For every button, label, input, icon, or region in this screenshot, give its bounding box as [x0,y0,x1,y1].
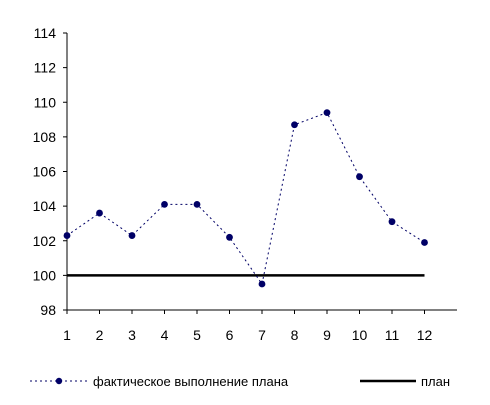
data-point-fact [291,121,298,129]
legend-marker-fact [55,377,63,385]
data-point-fact [96,209,103,217]
legend: фактическое выполнение плана план [30,374,450,389]
data-point-fact [421,239,428,246]
data-point-fact [388,218,396,226]
data-point-fact [226,233,233,241]
x-tick-label: 8 [291,327,299,343]
legend-label-plan: план [421,374,450,389]
y-tick-label: 106 [33,164,57,180]
x-tick-label: 4 [161,327,169,343]
legend-label-fact: фактическое выполнение плана [93,374,289,389]
x-tick-label: 11 [385,327,400,343]
y-tick-label: 114 [34,25,57,41]
x-axis-ticks: 1 2 3 4 5 6 7 8 9 10 11 12 [63,310,432,343]
x-tick-label: 1 [63,327,71,343]
series-line-fact [66,112,425,286]
x-tick-label: 12 [417,327,433,343]
data-point-fact [258,280,266,288]
x-tick-label: 3 [128,327,136,343]
data-point-fact [356,173,363,181]
x-tick-label: 7 [258,327,266,343]
data-point-fact [323,109,331,117]
x-tick-label: 9 [323,327,331,343]
y-tick-label: 98 [40,302,56,318]
data-point-fact [161,200,168,208]
data-point-fact [128,232,136,239]
x-tick-label: 2 [96,327,104,343]
y-tick-label: 112 [34,60,57,76]
y-tick-label: 100 [33,267,57,283]
x-tick-label: 5 [193,327,201,343]
y-tick-label: 102 [33,233,57,249]
series-layer [63,109,428,288]
data-point-fact [193,200,201,208]
y-tick-label: 110 [34,94,57,110]
data-point-fact [63,232,71,239]
x-tick-label: 10 [352,327,368,343]
y-tick-label: 108 [33,129,57,145]
y-tick-label: 104 [33,198,57,214]
x-tick-label: 6 [226,327,234,343]
y-axis-ticks: 98 100 102 104 106 108 110 112 114 [33,25,67,318]
